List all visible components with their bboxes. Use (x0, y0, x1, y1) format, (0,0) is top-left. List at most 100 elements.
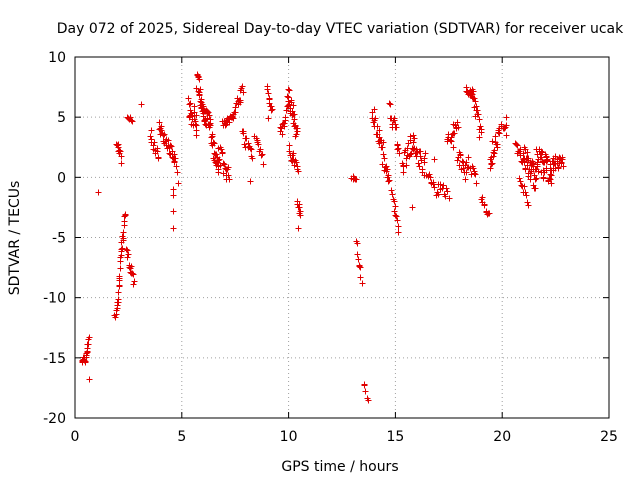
data-point (192, 118, 199, 125)
data-point (503, 114, 510, 121)
data-point (451, 130, 458, 137)
data-point (372, 115, 379, 122)
data-point (560, 163, 567, 170)
data-point (293, 159, 300, 166)
data-point (208, 134, 215, 141)
data-point (538, 148, 545, 155)
data-point (407, 151, 414, 158)
data-point (297, 208, 304, 215)
data-point (392, 203, 399, 210)
data-point (379, 161, 386, 168)
data-point (170, 192, 177, 199)
data-point (229, 114, 236, 121)
data-point (116, 147, 123, 154)
data-point (524, 149, 531, 156)
data-point (193, 132, 200, 139)
data-point (365, 397, 372, 404)
data-point (175, 180, 182, 187)
data-point (123, 246, 130, 253)
x-tick-label: 25 (600, 429, 618, 445)
data-point (165, 137, 172, 144)
data-point (160, 132, 167, 139)
data-point (118, 153, 125, 160)
data-point (465, 154, 472, 161)
data-point (204, 108, 211, 115)
data-point (211, 140, 218, 147)
data-point (498, 121, 505, 128)
data-point (156, 119, 163, 126)
data-point (206, 121, 213, 128)
data-point (170, 225, 177, 232)
data-point (257, 146, 264, 153)
data-point (187, 100, 194, 107)
data-point (209, 133, 216, 140)
data-point (518, 182, 525, 189)
data-point (400, 169, 407, 176)
data-point (115, 299, 122, 306)
data-point (427, 174, 434, 181)
data-point (555, 164, 562, 171)
data-point (225, 172, 232, 179)
data-point (455, 124, 462, 131)
data-point (195, 73, 202, 80)
data-point (476, 116, 483, 123)
data-point (198, 96, 205, 103)
data-point (240, 130, 247, 137)
data-point (268, 103, 275, 110)
data-point (426, 171, 433, 178)
data-point (128, 117, 135, 124)
data-point (450, 144, 457, 151)
data-point (161, 131, 168, 138)
data-point (240, 89, 247, 96)
data-point (471, 170, 478, 177)
data-point (122, 212, 129, 219)
data-point (186, 101, 193, 108)
data-point (226, 176, 233, 183)
data-point (361, 382, 368, 389)
x-tick-label: 0 (71, 429, 80, 445)
data-point (407, 133, 414, 140)
data-point (220, 160, 227, 167)
data-point (286, 87, 293, 94)
data-point (471, 95, 478, 102)
data-point (395, 145, 402, 152)
data-point (489, 138, 496, 145)
data-point (282, 117, 289, 124)
grid (75, 57, 609, 418)
data-point (477, 123, 484, 130)
data-point (481, 202, 488, 209)
data-point (395, 223, 402, 230)
data-point (435, 191, 442, 198)
data-point (259, 151, 266, 158)
data-point (386, 100, 393, 107)
data-point (463, 169, 470, 176)
data-point (396, 150, 403, 157)
data-point (410, 132, 417, 139)
data-point (385, 178, 392, 185)
data-point (185, 95, 192, 102)
data-point (226, 119, 233, 126)
data-point (232, 104, 239, 111)
data-point (215, 166, 222, 173)
data-point (225, 164, 232, 171)
data-point (357, 264, 364, 271)
data-point (524, 199, 531, 206)
data-point (442, 193, 449, 200)
data-point (491, 150, 498, 157)
data-point (494, 141, 501, 148)
data-point (196, 76, 203, 83)
data-point (559, 156, 566, 163)
data-point (188, 110, 195, 117)
data-point (503, 132, 510, 139)
data-point (409, 204, 416, 211)
data-point (463, 159, 470, 166)
y-tick-label: 5 (57, 110, 66, 126)
data-point (517, 178, 524, 185)
data-point (124, 254, 131, 261)
data-point (205, 109, 212, 116)
data-point (540, 175, 547, 182)
data-point (473, 180, 480, 187)
data-point (86, 376, 93, 383)
data-point (237, 97, 244, 104)
data-point (523, 192, 530, 199)
